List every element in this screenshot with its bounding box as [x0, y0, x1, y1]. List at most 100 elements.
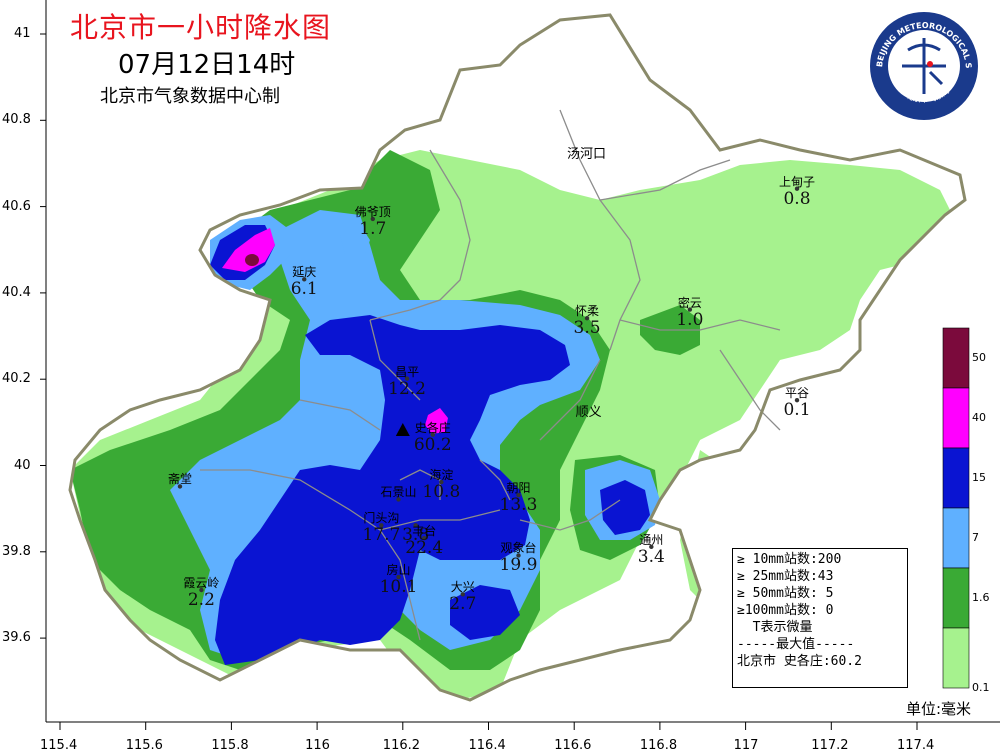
y-tick-label: 40.2 — [2, 371, 31, 387]
station-name: 斋堂 — [167, 472, 192, 487]
legend-label: 50 — [972, 351, 986, 364]
x-tick-label: 116 — [305, 738, 330, 753]
x-tick-label: 115.4 — [40, 738, 78, 753]
region-label: 顺义 — [575, 405, 602, 421]
station-value: 19.9 — [499, 555, 538, 576]
map-time: 07月12日14时 — [118, 50, 296, 80]
station-name: 房山 — [386, 563, 411, 578]
station-value: 12.2 — [388, 378, 427, 399]
station-value: 60.2 — [413, 434, 452, 455]
legend-swatch — [942, 387, 970, 449]
station-value: 3.5 — [573, 318, 601, 339]
beijing-boundary — [68, 13, 967, 702]
station-name: 大兴 — [450, 580, 475, 595]
station-value: 3.8 — [402, 525, 430, 546]
y-tick-label: 39.8 — [2, 543, 31, 559]
station-dot — [516, 492, 521, 498]
stats-line: ≥ 10mm站数:200 — [737, 552, 842, 567]
station-value: 10.1 — [379, 577, 418, 598]
region-label: 汤河口 — [567, 146, 607, 162]
legend-swatch — [942, 447, 970, 509]
legend-label: 40 — [972, 411, 986, 424]
station-value: 6.1 — [290, 279, 318, 300]
y-tick-marks — [40, 33, 46, 639]
axes — [40, 0, 1000, 730]
station-value: 2.2 — [187, 590, 215, 610]
stats-line: T表示微量 — [737, 620, 813, 635]
map-title: 北京市一小时降水图 — [70, 11, 332, 44]
legend-swatch — [942, 507, 970, 569]
layer-50 — [245, 254, 259, 266]
y-tick-label: 40.6 — [2, 198, 31, 214]
legend-swatch — [942, 327, 970, 389]
layer-40 — [222, 228, 448, 434]
station-dot — [370, 216, 376, 222]
x-tick-label: 117.2 — [811, 738, 849, 753]
stats-line: 北京市 史各庄:60.2 — [737, 654, 862, 669]
station-name: 怀柔 — [575, 304, 600, 319]
station-dot — [404, 376, 410, 381]
x-tick-marks — [59, 722, 918, 730]
station-name: 密云 — [677, 295, 702, 310]
station-dot — [439, 479, 444, 485]
x-tick-label: 116.8 — [639, 738, 678, 753]
max-value-marker-icon — [395, 422, 410, 436]
station-dot — [177, 484, 183, 489]
station-value: 0.8 — [783, 188, 811, 209]
station-dot — [396, 574, 401, 580]
precipitation-layers — [70, 150, 960, 700]
station-value: 2.7 — [449, 594, 477, 615]
station-value: 17.7 — [362, 525, 401, 546]
legend-label: 1.6 — [972, 591, 990, 604]
station-value: 3.4 — [637, 546, 665, 567]
station-name: 霞云岭 — [183, 576, 220, 590]
station-name: 佛爷顶 — [354, 204, 391, 219]
stats-line: ≥ 25mm站数:43 — [737, 569, 834, 584]
legend-swatch — [942, 567, 970, 629]
station-value: 13.3 — [499, 495, 538, 516]
legend-colorbar — [942, 327, 970, 689]
legend-swatch — [942, 627, 970, 689]
station-name: 观象台 — [500, 541, 537, 556]
station-name: 延庆 — [292, 265, 317, 280]
station-name: 丰台 — [412, 524, 437, 539]
station-dot — [430, 432, 435, 437]
station-dot — [649, 544, 654, 550]
station-name: 朝阳 — [506, 481, 531, 496]
stats-line: -----最大值----- — [737, 637, 855, 652]
station-name: 昌平 — [395, 364, 420, 379]
station-dot — [460, 592, 465, 597]
station-name: 史各庄 — [414, 420, 451, 435]
station-dot — [302, 277, 307, 282]
stats-line: ≥100mm站数: 0 — [737, 603, 834, 618]
station-dot — [413, 523, 418, 528]
y-tick-label: 40.4 — [2, 284, 31, 300]
station-name: 通州 — [639, 532, 664, 547]
district-lines — [200, 109, 781, 641]
station-value: 10.8 — [422, 482, 461, 503]
x-tick-label: 116.6 — [554, 738, 592, 753]
station-value: 1.0 — [676, 309, 704, 330]
y-tick-label: 41 — [14, 26, 31, 41]
station-value: 0.1 — [783, 400, 811, 421]
x-tick-label: 116.2 — [382, 738, 421, 753]
legend-label: 0.1 — [972, 681, 990, 694]
station-dot — [396, 497, 401, 502]
station-dot — [516, 553, 521, 558]
station-name: 平谷 — [785, 386, 810, 401]
producer-label: 北京市气象数据中心制 — [100, 86, 280, 107]
station-name: 上甸子 — [779, 174, 816, 189]
x-tick-label: 117 — [733, 738, 759, 753]
station-dot — [687, 307, 693, 312]
station-dot — [794, 397, 800, 403]
y-tick-label: 40 — [14, 457, 31, 473]
x-tick-label: 115.6 — [125, 738, 163, 753]
station-dot — [379, 523, 384, 528]
station-name: 石景山 — [380, 485, 417, 500]
x-tick-label: 116.4 — [468, 738, 506, 753]
stats-line: ≥ 50mm站数: 5 — [737, 586, 834, 601]
legend-label: 7 — [972, 531, 979, 544]
station-dot — [199, 587, 204, 593]
station-value: 1.7 — [359, 218, 387, 239]
